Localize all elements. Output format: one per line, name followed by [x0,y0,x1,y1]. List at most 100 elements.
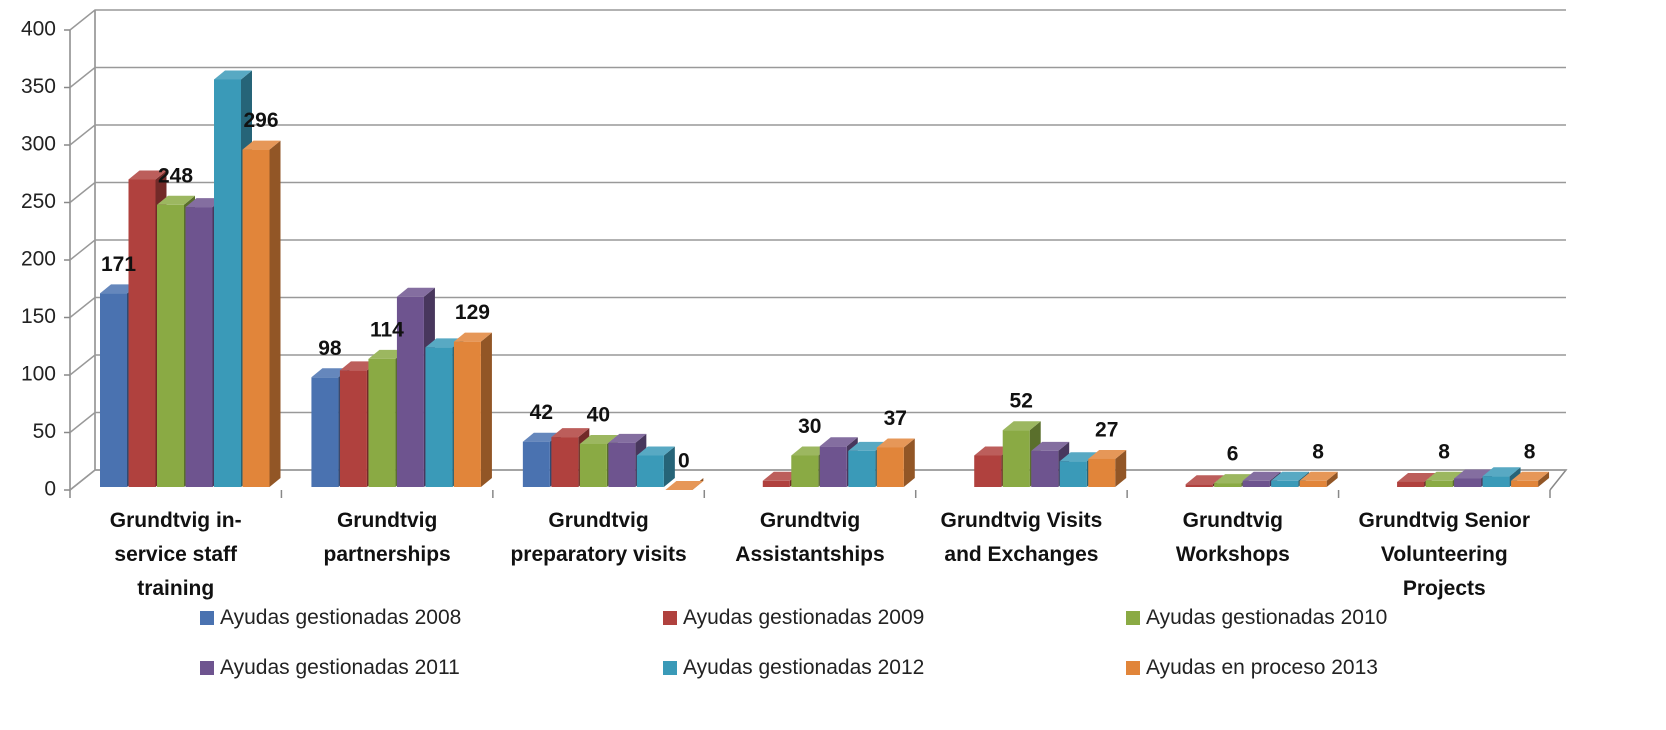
bar-top [128,170,167,180]
bar-top [819,437,858,447]
y-tick-label: 150 [21,305,56,328]
bar [1511,480,1539,487]
legend-label: Ayudas gestionadas 2009 [683,606,925,629]
bar-group [665,478,704,490]
data-label: 42 [530,401,553,424]
bar-side [903,438,915,487]
data-label: 27 [1095,418,1118,441]
bar [1088,458,1116,487]
x-tick-label: Grundtvig preparatory visits [510,509,687,566]
legend-swatch [200,661,214,675]
data-label: 114 [370,318,404,341]
data-label: 129 [455,301,490,324]
bar [214,79,241,487]
bar-group [1088,449,1127,487]
legend-label: Ayudas gestionadas 2010 [1146,606,1388,629]
data-label: 8 [1524,440,1536,463]
grid-line [69,9,1566,31]
bar-top [1271,471,1310,481]
bar-group [876,438,915,487]
bar [1242,480,1270,487]
bar-top [1242,471,1281,481]
legend-item: Ayudas gestionadas 2011 [200,656,460,680]
bar [1002,430,1030,487]
data-label: 98 [318,337,342,360]
bar [1482,476,1510,487]
bar-side [269,140,281,487]
data-label: 8 [1312,440,1324,463]
bar [1059,461,1087,487]
bar [339,370,367,487]
legend-swatch [663,611,677,625]
bar [579,444,607,487]
bar-top [1511,471,1550,481]
bar-top [1482,467,1521,477]
data-label: 30 [798,415,821,438]
bar [551,437,579,487]
x-tick-label: Grundtvig Senior Volunteering Projects [1358,509,1531,600]
legend-swatch [1126,661,1140,675]
bar [185,207,213,487]
y-tick-label: 250 [21,190,56,213]
bar-side [1115,449,1127,487]
data-label: 52 [1010,390,1033,413]
data-label: 40 [587,404,610,427]
bar [522,441,550,487]
bar-top [396,287,435,297]
bar [1454,478,1482,487]
y-tick-label: 50 [33,420,56,443]
x-tick-label: Grundtvig Assistantships [735,509,885,566]
grid-line [69,66,1566,89]
legend-item: Ayudas gestionadas 2010 [1126,606,1387,630]
y-tick-label: 300 [21,133,56,156]
bar [453,341,481,487]
bar [1214,483,1242,487]
bar-top [1397,472,1436,482]
bar [848,450,876,487]
bar-side [1326,471,1338,487]
bar [974,455,1002,487]
bar-group [1511,471,1550,487]
bar [311,377,339,487]
bar-group [242,140,281,487]
bar-top [551,428,590,438]
bar-top [608,433,647,443]
bar [368,358,396,487]
data-label: 0 [678,450,690,473]
grid-line [69,354,1566,376]
bar-side [663,446,675,487]
bar [157,204,184,488]
data-label: 296 [243,109,278,132]
bar [608,442,636,487]
legend-swatch [663,661,677,675]
bar-group [636,446,675,487]
y-tick-label: 200 [21,248,56,271]
grid-line [69,181,1566,204]
bar [1397,481,1425,487]
bar [1425,480,1453,487]
legend-item: Ayudas gestionadas 2008 [200,606,461,630]
bar [1031,450,1059,487]
bar-top [1002,421,1041,431]
data-label: 248 [158,164,193,187]
bar-top [242,140,281,150]
data-label: 171 [101,253,136,276]
bar-group [453,332,492,487]
bar [636,455,664,487]
grid-line [69,239,1566,261]
grid-line [69,296,1566,319]
bar [396,296,424,487]
bar [819,446,847,487]
bar-top [1031,441,1070,451]
y-tick-label: 0 [44,478,56,501]
legend-label: Ayudas gestionadas 2008 [220,606,462,629]
legend-item: Ayudas en proceso 2013 [1126,656,1378,680]
bar-top [579,435,618,444]
bar-top [1299,471,1338,481]
bar-side [480,332,492,487]
bar-top [1185,475,1224,485]
bar-side [1538,471,1550,487]
data-label: 6 [1227,443,1239,466]
